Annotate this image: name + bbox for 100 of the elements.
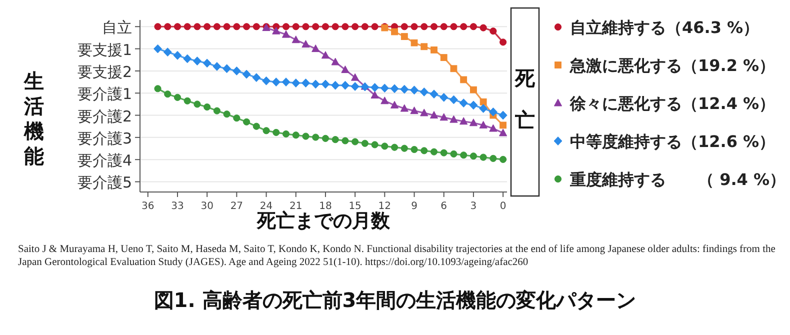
point [450, 65, 458, 72]
point [282, 23, 290, 30]
point [351, 73, 360, 81]
point [292, 36, 300, 44]
category-label: 要介護3 [77, 129, 132, 148]
point [301, 78, 310, 88]
point [410, 86, 419, 95]
point [174, 23, 182, 30]
point [321, 80, 330, 89]
point [164, 23, 172, 30]
point [410, 39, 418, 46]
point [154, 23, 162, 30]
point [460, 23, 468, 30]
point [331, 80, 340, 90]
x-tick-label: 12 [378, 201, 392, 212]
point [312, 23, 320, 30]
x-tick-label: 9 [411, 201, 418, 212]
text: 図1. 高齢者の死亡前3年間の生活機能の変化パターン [152, 287, 638, 314]
point [440, 54, 448, 61]
point [490, 154, 497, 162]
point [449, 95, 458, 104]
point [312, 134, 320, 141]
text: 死亡 [514, 66, 536, 132]
point [400, 23, 408, 30]
point [371, 141, 378, 148]
point [194, 23, 201, 30]
x-tick-label: 18 [319, 201, 332, 212]
point [183, 54, 192, 64]
point [470, 152, 478, 160]
point [500, 38, 507, 46]
point [213, 107, 220, 114]
point [223, 110, 230, 118]
point [430, 90, 438, 99]
x-tick-label: 21 [290, 201, 302, 212]
point [352, 23, 359, 30]
point [342, 23, 349, 30]
point [361, 140, 368, 147]
point [332, 136, 339, 144]
x-tick-label: 27 [230, 201, 244, 212]
point [272, 26, 280, 34]
legend-label: 急激に悪化する（19.2 %） [569, 56, 776, 75]
point [311, 80, 320, 89]
category-label: 自立 [102, 18, 132, 37]
point [173, 50, 182, 60]
point [410, 23, 418, 30]
point [450, 23, 458, 30]
point [480, 98, 487, 106]
text: Saito J & Murayama H, Ueno T, Saito M, Haseda M, Saito T, Kondo K, Kondo N. Functional disability trajectories at the end of life among Japanese older adults: findings from the Japan Gerontological Evaluation Study (JAGES). Age and Ageing 2022 51(1-10). https://doi.org/10.1093/ageing/afac260 [18, 243, 776, 269]
point [212, 62, 222, 71]
point [499, 128, 508, 136]
point [204, 23, 211, 30]
x-tick-label: 36 [142, 201, 154, 212]
point [460, 117, 468, 125]
point [480, 154, 487, 161]
point [243, 118, 250, 126]
point [469, 100, 478, 110]
category-label: 要介護4 [77, 152, 132, 170]
point [459, 98, 468, 108]
point [430, 23, 438, 30]
point [302, 40, 310, 48]
point [331, 58, 340, 66]
point [380, 84, 389, 93]
point [420, 147, 428, 154]
x-tick-label: 30 [200, 201, 214, 212]
point [460, 152, 468, 159]
point [163, 48, 172, 57]
x-tick-label: 6 [440, 201, 448, 212]
point [282, 130, 290, 138]
category-label: 要介護5 [77, 174, 132, 192]
point [252, 23, 260, 30]
point [202, 58, 212, 68]
point [302, 132, 310, 140]
point [242, 70, 251, 79]
point [470, 86, 477, 94]
point [312, 44, 320, 52]
point [252, 122, 260, 130]
point [341, 66, 350, 74]
point [479, 104, 488, 113]
point [400, 84, 409, 94]
point [430, 46, 438, 54]
legend-label: 自立維持する（46.3 %） [570, 18, 760, 37]
y-axis-title: 生活機能 [23, 69, 44, 168]
point [184, 23, 191, 30]
legend-label: 中等度維持する（12.6 %） [570, 132, 776, 151]
point [391, 28, 398, 36]
point [440, 92, 448, 102]
point [233, 114, 240, 122]
point [430, 148, 438, 156]
point [184, 97, 191, 104]
point [450, 115, 458, 123]
point [498, 110, 508, 120]
point [292, 23, 300, 30]
point [282, 78, 290, 86]
point [194, 100, 201, 108]
point [272, 78, 280, 86]
point [500, 122, 507, 129]
point [390, 144, 398, 151]
point [243, 23, 250, 30]
point [292, 132, 300, 139]
point [322, 23, 330, 30]
